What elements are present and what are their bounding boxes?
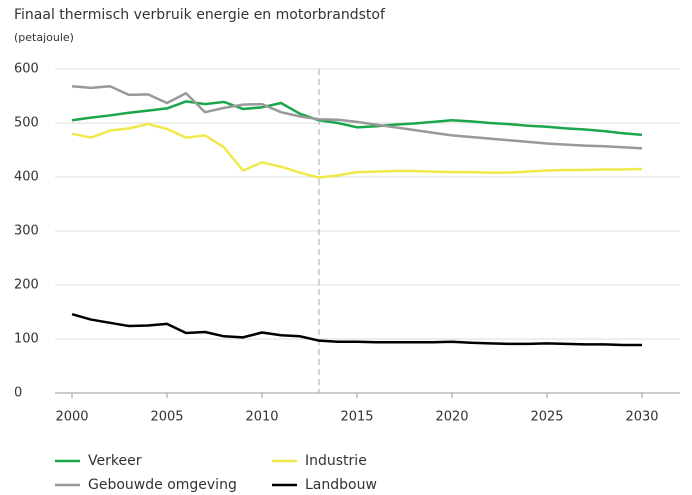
chart-title: Finaal thermisch verbruik energie en mot…: [14, 7, 386, 23]
y-tick-label: 100: [14, 332, 39, 347]
series-line: [71, 312, 642, 347]
x-tick-label: 2015: [340, 410, 373, 425]
series-line: [71, 85, 643, 150]
x-tick-label: 2010: [245, 410, 278, 425]
y-tick-label: 300: [14, 224, 39, 239]
y-tick-label: 0: [14, 386, 22, 401]
y-tick-label: 500: [14, 116, 39, 131]
y-tick-label: 600: [14, 62, 39, 77]
series-line: [71, 122, 643, 179]
legend-label: Industrie: [305, 453, 367, 469]
chart-subtitle: (petajoule): [14, 31, 74, 44]
x-tick-label: 2005: [150, 410, 183, 425]
legend-label: Gebouwde omgeving: [88, 477, 237, 493]
y-tick-label: 400: [14, 170, 39, 185]
series-line: [71, 100, 643, 137]
legend-label: Landbouw: [305, 477, 377, 493]
x-tick-label: 2000: [55, 410, 88, 425]
x-tick-label: 2025: [530, 410, 563, 425]
y-tick-label: 200: [14, 278, 39, 293]
legend-label: Verkeer: [88, 453, 142, 469]
x-tick-label: 2030: [625, 410, 658, 425]
x-tick-label: 2020: [435, 410, 468, 425]
